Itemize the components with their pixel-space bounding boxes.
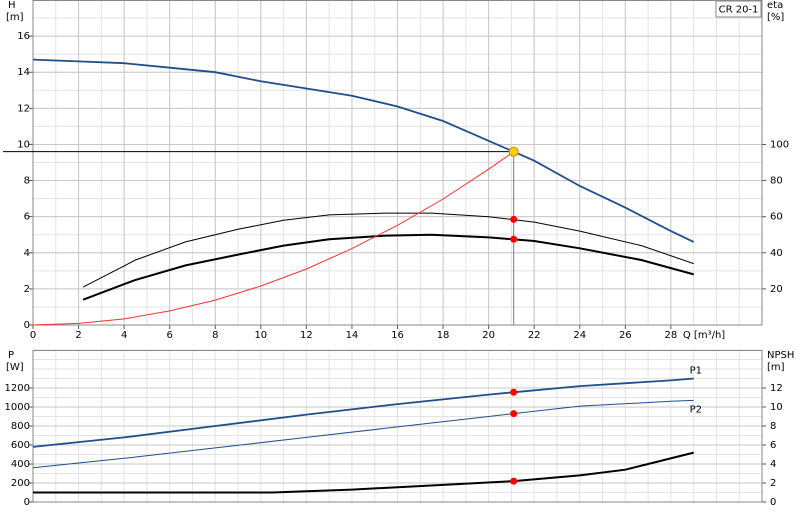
y2-axis-label: NPSH — [767, 350, 794, 361]
y2-tick-label: 20 — [770, 284, 783, 295]
y-tick-label: 8 — [24, 176, 30, 187]
y2-tick-label: 6 — [770, 440, 776, 451]
operating-point — [508, 146, 519, 157]
y-axis-label: H — [8, 0, 16, 11]
x-tick-label: 4 — [121, 330, 127, 341]
series-label: P2 — [690, 404, 702, 415]
y-tick-label: 1200 — [5, 383, 30, 394]
y2-tick-label: 2 — [770, 478, 776, 489]
x-tick-label: 28 — [665, 330, 678, 341]
legend-label: CR 20-1 — [719, 5, 759, 16]
y-tick-label: 200 — [11, 478, 30, 489]
x-tick-label: 16 — [391, 330, 404, 341]
x-tick-label: 22 — [528, 330, 541, 341]
y2-tick-label: 100 — [770, 139, 789, 150]
curve — [32, 58, 695, 243]
y-tick-label: 16 — [17, 31, 30, 42]
x-tick-label: 24 — [573, 330, 586, 341]
y2-tick-label: 10 — [770, 402, 783, 413]
operating-point — [510, 477, 518, 485]
y-axis-unit: [W] — [6, 362, 24, 373]
y2-tick-label: 4 — [770, 459, 776, 470]
y-tick-label: 0 — [24, 320, 30, 331]
plot-frame — [32, 0, 763, 326]
y-tick-label: 14 — [17, 67, 30, 78]
legend-box — [715, 0, 762, 18]
x-axis-label: Q [m³/h] — [683, 330, 725, 341]
y2-axis-unit: [m] — [767, 362, 785, 373]
x-tick-label: 20 — [482, 330, 495, 341]
x-tick-label: 0 — [30, 330, 36, 341]
series-label: P1 — [690, 366, 702, 377]
y2-axis-label: eta — [767, 0, 783, 11]
curve — [32, 377, 694, 448]
y-tick-label: 10 — [17, 139, 30, 150]
y2-tick-label: 8 — [770, 421, 776, 432]
y-tick-label: 6 — [24, 212, 30, 223]
x-tick-label: 26 — [619, 330, 632, 341]
curve — [82, 212, 694, 288]
y2-tick-label: 12 — [770, 383, 783, 394]
y2-tick-label: 60 — [770, 212, 783, 223]
y-axis-label: P — [8, 350, 14, 361]
x-tick-label: 6 — [167, 330, 173, 341]
operating-point — [510, 410, 518, 418]
y2-tick-label: 80 — [770, 176, 783, 187]
y-tick-label: 1000 — [5, 402, 30, 413]
y2-tick-label: 0 — [770, 497, 776, 508]
y-tick-label: 0 — [24, 497, 30, 508]
y-tick-label: 600 — [11, 440, 30, 451]
y-tick-label: 12 — [17, 103, 30, 114]
y2-tick-label: 40 — [770, 248, 783, 259]
x-tick-label: 12 — [300, 330, 313, 341]
y2-axis-unit: [%] — [767, 12, 784, 23]
x-tick-label: 10 — [254, 330, 267, 341]
x-tick-label: 18 — [437, 330, 450, 341]
y-tick-label: 4 — [24, 248, 30, 259]
operating-point — [510, 235, 518, 243]
operating-point — [510, 215, 518, 223]
x-tick-label: 8 — [212, 330, 218, 341]
curve — [32, 151, 514, 326]
y-tick-label: 400 — [11, 459, 30, 470]
plot-frame — [32, 350, 763, 503]
x-tick-label: 2 — [75, 330, 81, 341]
y-tick-label: 800 — [11, 421, 30, 432]
y-axis-unit: [m] — [6, 12, 24, 23]
curve — [82, 233, 694, 301]
curve — [32, 399, 694, 469]
y-tick-label: 2 — [24, 284, 30, 295]
x-tick-label: 14 — [346, 330, 359, 341]
operating-point — [510, 388, 518, 396]
